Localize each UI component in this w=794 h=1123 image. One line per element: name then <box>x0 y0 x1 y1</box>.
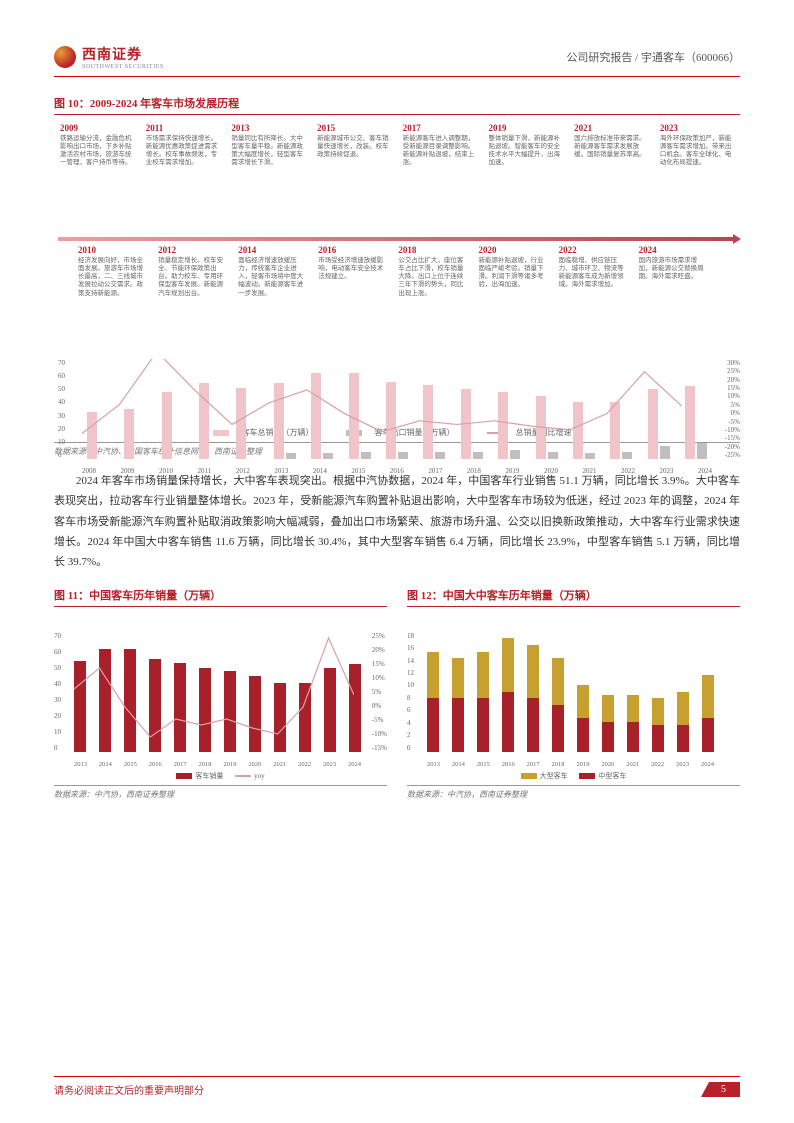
page-footer: 请务必阅读正文后的重要声明部分 5 <box>54 1076 740 1097</box>
page-number: 5 <box>701 1082 740 1097</box>
fig12-source: 数据来源：中汽协，西南证券整理 <box>407 785 740 800</box>
company-name: 西南证券 <box>82 44 164 64</box>
fig11-legend: 客车销量 yoy <box>54 771 387 781</box>
fig11-title: 图 11：中国客车历年销量（万辆） <box>54 587 387 607</box>
logo-area: 西南证券 SOUTHWEST SECURITIES <box>54 44 164 70</box>
body-paragraph: 2024 年客车市场销量保持增长，大中客车表现突出。根据中汽协数据，2024 年… <box>54 471 740 573</box>
fig11-chart: 010203040506070 -15%-10%-5%0%5%10%15%20%… <box>54 615 387 770</box>
footer-disclaimer: 请务必阅读正文后的重要声明部分 <box>54 1082 204 1097</box>
company-name-en: SOUTHWEST SECURITIES <box>82 64 164 70</box>
fig12-title: 图 12：中国大中客车历年销量（万辆） <box>407 587 740 607</box>
fig10-chart: 2009铁路运输分流，金融危机影响出口市场，下乡补贴激活农村市场，旅游车统一管理… <box>54 123 740 423</box>
logo-icon <box>54 46 76 68</box>
header-right: 公司研究报告 / 宇通客车（600066） <box>566 49 740 65</box>
fig12-legend: 大型客车 中型客车 <box>407 771 740 781</box>
page-header: 西南证券 SOUTHWEST SECURITIES 公司研究报告 / 宇通客车（… <box>54 44 740 77</box>
fig10-title: 图 10：2009-2024 年客车市场发展历程 <box>54 95 740 115</box>
fig12-chart: 024681012141618 201320142015201620172018… <box>407 615 740 770</box>
fig11-source: 数据来源：中汽协，西南证券整理 <box>54 785 387 800</box>
timeline-arrow <box>58 237 736 241</box>
